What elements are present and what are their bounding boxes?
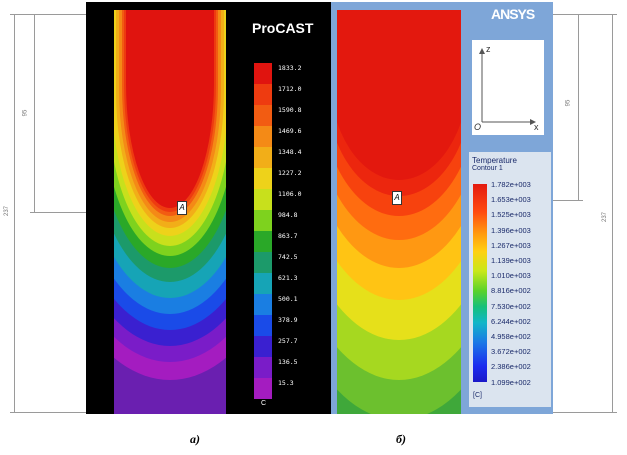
dimension-tick — [10, 412, 86, 413]
dimension-tick — [553, 412, 617, 413]
procast-legend-label: 1712.0 — [278, 85, 302, 93]
procast-legend-label: 863.7 — [278, 232, 298, 240]
procast-legend-swatch — [254, 252, 272, 273]
axis-triad: z x O — [472, 40, 544, 135]
procast-legend-label: 621.3 — [278, 274, 298, 282]
axis-triad-icon — [479, 48, 536, 125]
procast-legend-label: 1348.4 — [278, 148, 302, 156]
legend-subtitle: Contour 1 — [472, 165, 503, 172]
ansys-legend-label: 1.139e+003 — [491, 256, 531, 265]
procast-legend-label: 378.9 — [278, 316, 298, 324]
procast-temperature-field — [114, 10, 226, 414]
ansys-legend-label: 6.244e+002 — [491, 316, 531, 326]
procast-legend-swatch — [254, 273, 272, 294]
point-a-marker-left: A — [177, 201, 187, 215]
procast-legend-label: 1469.6 — [278, 127, 302, 135]
procast-legend-label: 1833.2 — [278, 64, 302, 72]
ansys-legend-label: 7.530e+002 — [491, 301, 531, 311]
contour-band — [126, 10, 214, 208]
dimension-tick — [10, 14, 86, 15]
dimension-line-right-long — [612, 14, 613, 412]
caption-a: а) — [190, 432, 200, 446]
dimension-label-right-short: 95 — [565, 99, 572, 107]
ansys-legend-label: 1.267e+003 — [491, 240, 531, 250]
procast-legend-swatch — [254, 126, 272, 147]
procast-legend-label: 742.5 — [278, 253, 298, 261]
dimension-line-left-short — [34, 14, 35, 212]
procast-panel: ProCAST 1833.2 1712.0 1590.8 1469.6 1348.4 12… — [86, 2, 331, 414]
ansys-legend-label: 3.672e+002 — [491, 347, 531, 357]
dimension-label-left-long: 237 — [4, 205, 11, 217]
dimension-line-left-long — [14, 14, 15, 412]
procast-legend-label: 15.3 — [278, 379, 294, 387]
ansys-legend: Temperature Contour 1 1.782e+003 1.653e+0… — [469, 152, 551, 407]
procast-legend-swatch — [254, 378, 272, 399]
ansys-legend-label: 1.010e+003 — [491, 271, 531, 281]
procast-legend-label: 257.7 — [278, 337, 298, 345]
procast-legend-label: 1227.2 — [278, 169, 302, 177]
ansys-legend-label: 1.525e+003 — [491, 210, 531, 220]
procast-legend-label: 984.8 — [278, 211, 298, 219]
axis-z-label: z — [486, 44, 491, 54]
caption-b: б) — [396, 432, 406, 446]
procast-unit: C — [261, 400, 267, 407]
ansys-legend-label: 1.099e+002 — [491, 377, 531, 387]
axis-origin-label: O — [474, 122, 482, 132]
procast-logo: ProCAST — [252, 20, 314, 36]
dimension-label-left-short: 95 — [22, 109, 29, 117]
dimension-label-right-long: 237 — [602, 211, 609, 223]
ansys-panel: ANSYS z x O Temperature Contour 1 1.782e… — [331, 2, 553, 414]
ansys-legend-label: 1.396e+003 — [491, 225, 531, 235]
point-a-marker-right: A — [392, 191, 402, 205]
procast-legend-swatch — [254, 231, 272, 252]
ansys-logo: ANSYS — [491, 6, 535, 22]
contour-band — [337, 10, 461, 180]
ansys-unit: [C] — [473, 392, 482, 399]
ansys-temperature-field — [337, 10, 461, 414]
procast-legend-label: 1106.0 — [278, 190, 302, 198]
procast-legend-swatch — [254, 294, 272, 315]
procast-legend-swatch — [254, 336, 272, 357]
ansys-logo-text: ANSYS — [491, 6, 535, 22]
ansys-legend-label: 8.816e+002 — [491, 286, 531, 296]
dimension-line-right-short — [578, 14, 579, 200]
axis-x-label: x — [534, 122, 539, 132]
procast-legend-swatch — [254, 168, 272, 189]
ansys-legend-label: 2.386e+002 — [491, 362, 531, 372]
procast-legend-swatch — [254, 210, 272, 231]
procast-legend-swatch — [254, 84, 272, 105]
procast-legend-swatch — [254, 105, 272, 126]
procast-legend-label: 1590.8 — [278, 106, 302, 114]
legend-title: Temperature — [472, 156, 517, 165]
ansys-color-bar — [473, 184, 487, 382]
procast-legend-swatch — [254, 63, 272, 84]
ansys-legend-label: 4.958e+002 — [491, 332, 531, 341]
procast-legend-swatch — [254, 315, 272, 336]
ansys-legend-label: 1.653e+003 — [491, 195, 531, 205]
dimension-tick — [553, 14, 617, 15]
procast-legend-label: 500.1 — [278, 295, 298, 303]
procast-legend-swatch — [254, 357, 272, 378]
procast-legend-label: 136.5 — [278, 358, 298, 366]
procast-legend-swatch — [254, 189, 272, 210]
ansys-legend-label: 1.782e+003 — [491, 180, 531, 189]
procast-legend-swatch — [254, 147, 272, 168]
